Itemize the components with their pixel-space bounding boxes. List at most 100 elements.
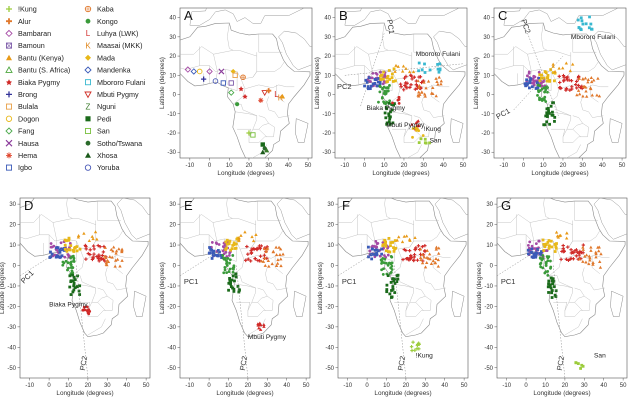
- sample-point: [115, 257, 120, 261]
- sample-point: [539, 81, 542, 85]
- sample-point: [546, 241, 550, 244]
- sample-point: [388, 99, 392, 103]
- sample-point: [279, 264, 283, 268]
- sample-point: [384, 92, 388, 95]
- sample-point: [536, 86, 540, 89]
- y-tick-label: 10: [169, 73, 176, 79]
- sample-point: [546, 285, 550, 289]
- map-madagascar: [293, 290, 307, 317]
- sample-point: [113, 258, 118, 262]
- sample-point: [589, 87, 593, 91]
- legend-marker: [227, 89, 235, 96]
- sample-point: [428, 141, 431, 145]
- sample-point: [577, 92, 582, 96]
- sample-point: [423, 137, 427, 141]
- sample-point: [525, 78, 529, 82]
- sample-point: [576, 83, 581, 88]
- pc-axis: [337, 244, 387, 276]
- sample-point: [382, 261, 386, 265]
- sample-point: [597, 94, 602, 98]
- map-arabia: [434, 198, 468, 240]
- sample-point: [425, 248, 429, 252]
- legend-marker: [6, 6, 12, 12]
- y-tick-label: 0: [173, 93, 177, 99]
- sample-point: [102, 254, 107, 258]
- sample-point: [120, 248, 124, 252]
- sample-point: [262, 323, 266, 327]
- map-border: [549, 259, 562, 276]
- pc-axis: [527, 32, 560, 118]
- y-tick-label: 10: [9, 243, 16, 249]
- sample-point: [224, 240, 228, 244]
- sample-point: [390, 108, 394, 112]
- map-border: [72, 259, 85, 276]
- sample-point: [388, 250, 392, 254]
- sample-point: [542, 249, 546, 252]
- legend-label: Bamoun: [18, 41, 45, 50]
- sample-point: [376, 80, 380, 84]
- pc1-label: PC1: [385, 19, 396, 35]
- y-tick-label: 30: [483, 35, 490, 41]
- legend-marker: [85, 152, 91, 158]
- sample-point: [395, 280, 399, 284]
- sample-point: [538, 96, 541, 100]
- sample-point: [418, 247, 423, 251]
- sample-point: [69, 244, 73, 248]
- sample-point: [547, 255, 550, 259]
- map-border: [266, 96, 290, 118]
- sample-point: [587, 26, 591, 30]
- x-tick-label: 10: [381, 163, 388, 169]
- sample-point: [374, 78, 378, 82]
- sample-point: [584, 89, 588, 93]
- sample-point: [435, 80, 439, 84]
- sample-point: [68, 274, 72, 278]
- sample-point: [579, 28, 583, 32]
- sample-point: [422, 92, 427, 96]
- annotation-mbuti-pygmy: Mbuti Pygmy: [386, 122, 425, 129]
- sample-point: [547, 291, 550, 294]
- y-tick-label: -50: [325, 366, 334, 372]
- sample-point: [379, 70, 382, 74]
- y-tick-label: -50: [167, 366, 176, 372]
- map-border: [568, 230, 600, 248]
- sample-point: [54, 255, 58, 259]
- legend-marker: [85, 140, 91, 146]
- sample-point: [436, 264, 441, 268]
- sample-point: [387, 101, 391, 105]
- sample-point: [72, 250, 76, 253]
- panel-label: F: [342, 198, 350, 213]
- sample-point: [554, 230, 559, 234]
- sample-point: [366, 87, 370, 91]
- sample-point: [590, 27, 594, 31]
- sample-point: [258, 254, 263, 258]
- map-border: [405, 302, 410, 311]
- sample-point: [78, 284, 82, 288]
- sample-point: [228, 277, 231, 280]
- sample-point: [223, 266, 227, 269]
- y-tick-label: 10: [324, 73, 331, 79]
- sample-point: [228, 267, 232, 271]
- sample-point: [422, 80, 426, 84]
- sample-point: [404, 66, 408, 70]
- y-tick-label: -30: [325, 325, 334, 331]
- map-border: [227, 23, 234, 51]
- sample-point: [423, 94, 427, 98]
- sample-point: [423, 71, 427, 74]
- legend-marker: [201, 76, 207, 82]
- sample-point: [227, 288, 230, 292]
- sample-point: [49, 242, 53, 245]
- sample-point: [540, 73, 544, 77]
- sample-point: [426, 79, 431, 83]
- sample-point: [574, 86, 579, 90]
- legend-label: Alur: [18, 17, 31, 26]
- x-tick-label: 0: [208, 163, 212, 169]
- x-tick-label: 50: [303, 383, 310, 389]
- sample-point: [537, 239, 541, 243]
- y-tick-label: -40: [484, 345, 493, 351]
- map-border: [403, 129, 409, 137]
- sample-point: [539, 261, 543, 265]
- sample-point: [71, 279, 75, 283]
- sample-point: [255, 246, 259, 251]
- sample-point: [275, 261, 280, 265]
- legend-marker: [84, 164, 92, 171]
